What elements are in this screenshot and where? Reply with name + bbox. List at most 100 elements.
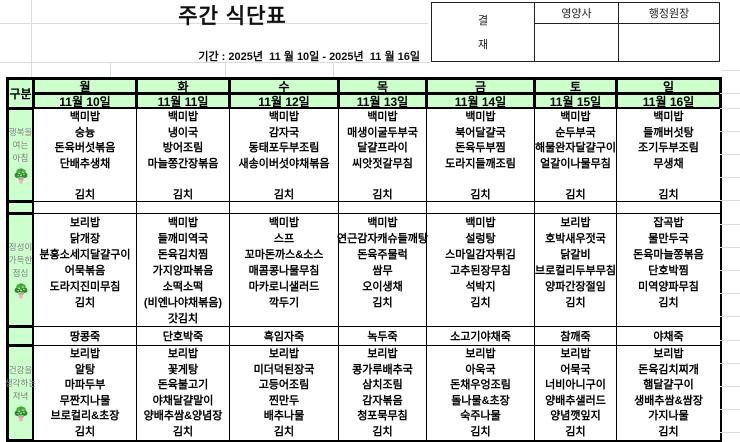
menu-item: 꼬마돈까스&소스 [244, 249, 324, 261]
meal-label-line: 정성이 [8, 242, 33, 252]
menu-item: 고추된장무침 [450, 265, 511, 277]
menu-item: 김치 [74, 297, 96, 309]
sheet-gridline [720, 177, 740, 178]
meal-label-line: 아침 [12, 153, 29, 163]
menu-item: (비엔나야채볶음) [143, 297, 223, 309]
day-header-cell-6: 일 [617, 79, 720, 94]
menu-cell-breakfast-1: 백미밥 냉이국 방어조림 마늘쫑간장볶음 김치 [137, 109, 230, 202]
spacer-cell [339, 202, 427, 214]
menu-item: 보리밥 [69, 348, 101, 360]
corner-label: 구분 [8, 79, 34, 109]
sheet-gridline [720, 270, 740, 271]
approval-column-nutritionist: 영양사 [534, 3, 618, 61]
meal-label-line: 점심 [12, 268, 29, 278]
menu-item: 단호박찜 [648, 265, 689, 277]
menu-item: 김치 [372, 297, 393, 309]
menu-cell-breakfast-6: 백미밥 들깨버섯탕 조기두부조림 무생채 김치 [617, 109, 720, 202]
menu-item: 브로컬리&초장 [50, 410, 120, 423]
date-cell-2: 11월 12일 [230, 94, 339, 109]
menu-cell-breakfast-5: 백미밥 순두부국 해물완자달걀구이 얼갈이나물무침 김치 [535, 109, 617, 202]
menu-item: 매생이굴두부국 [347, 126, 418, 139]
sheet-gridline [720, 224, 740, 225]
menu-item: 달걀프라이 [357, 142, 408, 154]
menu-item: 오이생채 [362, 281, 403, 293]
menu-item: 청포묵무침 [357, 410, 408, 423]
approval-label-top: 결 [477, 15, 489, 27]
menu-item: 백미밥 [653, 111, 684, 123]
date-cell-4: 11월 14일 [427, 94, 535, 109]
menu-item: 동태포두부조림 [248, 142, 320, 154]
menu-item: 얼갈이나물무침 [540, 157, 611, 170]
menu-item: 쌈무 [372, 265, 393, 277]
menu-item: 보리밥 [69, 217, 101, 229]
menu-item: 닭개장 [69, 233, 101, 245]
menu-item: 백미밥 [367, 111, 398, 123]
menu-item: 스마일감자튀김 [445, 249, 516, 261]
menu-item: 돈육주물럭 [357, 249, 408, 261]
menu-cell-dinner-0: 보리밥 알탕 마파두부 무짠지나물 브로컬리&초장 김치 [34, 346, 137, 440]
sheet-gridline [720, 386, 740, 387]
menu-item: 미더덕된장국 [253, 363, 315, 376]
date-cell-5: 11월 15일 [535, 94, 617, 109]
menu-item: 양배추샐러드 [545, 394, 606, 407]
date-cell-0: 11월 10일 [34, 94, 137, 109]
porridge-cell-3: 녹두죽 [339, 327, 427, 346]
menu-item: 김치 [658, 188, 679, 201]
porridge-cell-0: 땅콩죽 [34, 327, 137, 346]
menu-cell-dinner-1: 보리밥 꽃게탕 돈육불고기 야채달걀말이 양배추쌈&양념장 김치 [137, 346, 230, 440]
porridge-cell-5: 참깨죽 [535, 327, 617, 346]
menu-cell-breakfast-4: 백미밥 북어달걀국 돈육두부찜 도라지들깨조림 김치 [427, 109, 535, 202]
page-title: 주간 식단표 [178, 5, 287, 28]
menu-item: 백미밥 [465, 111, 496, 123]
meal-label-breakfast: 행복을 여는 아침 [8, 109, 34, 202]
sheet-gridline [720, 200, 740, 201]
date-cell-6: 11월 16일 [617, 94, 720, 109]
menu-item: 백미밥 [167, 111, 199, 123]
menu-item: 해물완자달걀구이 [535, 142, 616, 154]
sheet-gridline [720, 131, 740, 132]
approval-box: 결 재 영양사 행정원장 [431, 2, 720, 62]
menu-item: 미역양파무침 [638, 281, 699, 293]
menu-item: 보리밥 [560, 217, 591, 229]
menu-item: 김치 [470, 425, 491, 438]
menu-item: 새송이버섯야채볶음 [238, 157, 330, 170]
menu-item: 돈채우엉조림 [450, 379, 511, 392]
sheet-gridline [333, 63, 334, 77]
menu-item: 김치 [565, 425, 586, 438]
plant-icon [14, 283, 27, 299]
menu-item: 돌나물&초장 [451, 394, 510, 407]
sheet-gridline [720, 363, 740, 364]
menu-item: 감자볶음 [362, 394, 403, 407]
menu-item: 김치 [565, 297, 586, 309]
menu-item: 김치 [273, 188, 295, 201]
menu-item: 김치 [658, 425, 679, 438]
menu-item: 마늘쫑간장볶음 [147, 157, 219, 170]
menu-item: 보리밥 [268, 348, 300, 360]
day-header-cell-2: 수 [230, 79, 339, 94]
menu-item: 돈육두부찜 [455, 142, 506, 154]
meal-label-line: 저녁 [12, 391, 29, 401]
menu-cell-lunch-5: 보리밥 호박새우젓국 닭갈비 브로컬리두부무침 양파간장절임 김치 [535, 214, 617, 327]
menu-cell-breakfast-0: 백미밥 숭늉 돈육버섯볶음 단배추생채 김치 [34, 109, 137, 202]
sheet-gridline [225, 63, 226, 77]
date-cell-1: 11월 11일 [137, 94, 230, 109]
meal-label-line: 생각하는 [4, 378, 37, 388]
meal-label-dinner: 건강을 생각하는 저녁 [4, 346, 37, 440]
menu-item: 양배추쌈&양념장 [143, 410, 223, 423]
menu-item: 김치 [74, 188, 96, 201]
menu-cell-lunch-0: 보리밥 닭개장 분홍소세지달걀구이 어묵볶음 도라지진미무침 김치 [34, 214, 137, 327]
menu-cell-dinner-6: 보리밥 돈육김치찌개 햄달걀구이 생배추쌈&쌈장 가지나물 김치 [617, 346, 720, 440]
menu-item: 백미밥 [69, 111, 101, 123]
sheet-gridline [31, 0, 32, 77]
menu-item: 스프 [273, 233, 295, 245]
menu-item: 마카로니샐러드 [248, 281, 320, 293]
menu-item: 단배추생채 [59, 157, 111, 170]
spacer-cell [8, 202, 34, 214]
menu-item: 가지나물 [648, 410, 689, 423]
approval-stamp-column: 결 재 [432, 3, 534, 61]
menu-item: 김치 [74, 425, 96, 438]
menu-item: 백미밥 [167, 217, 199, 229]
plant-icon [14, 406, 27, 422]
menu-item: 백미밥 [268, 111, 300, 123]
menu-item: 배추나물 [263, 410, 305, 423]
